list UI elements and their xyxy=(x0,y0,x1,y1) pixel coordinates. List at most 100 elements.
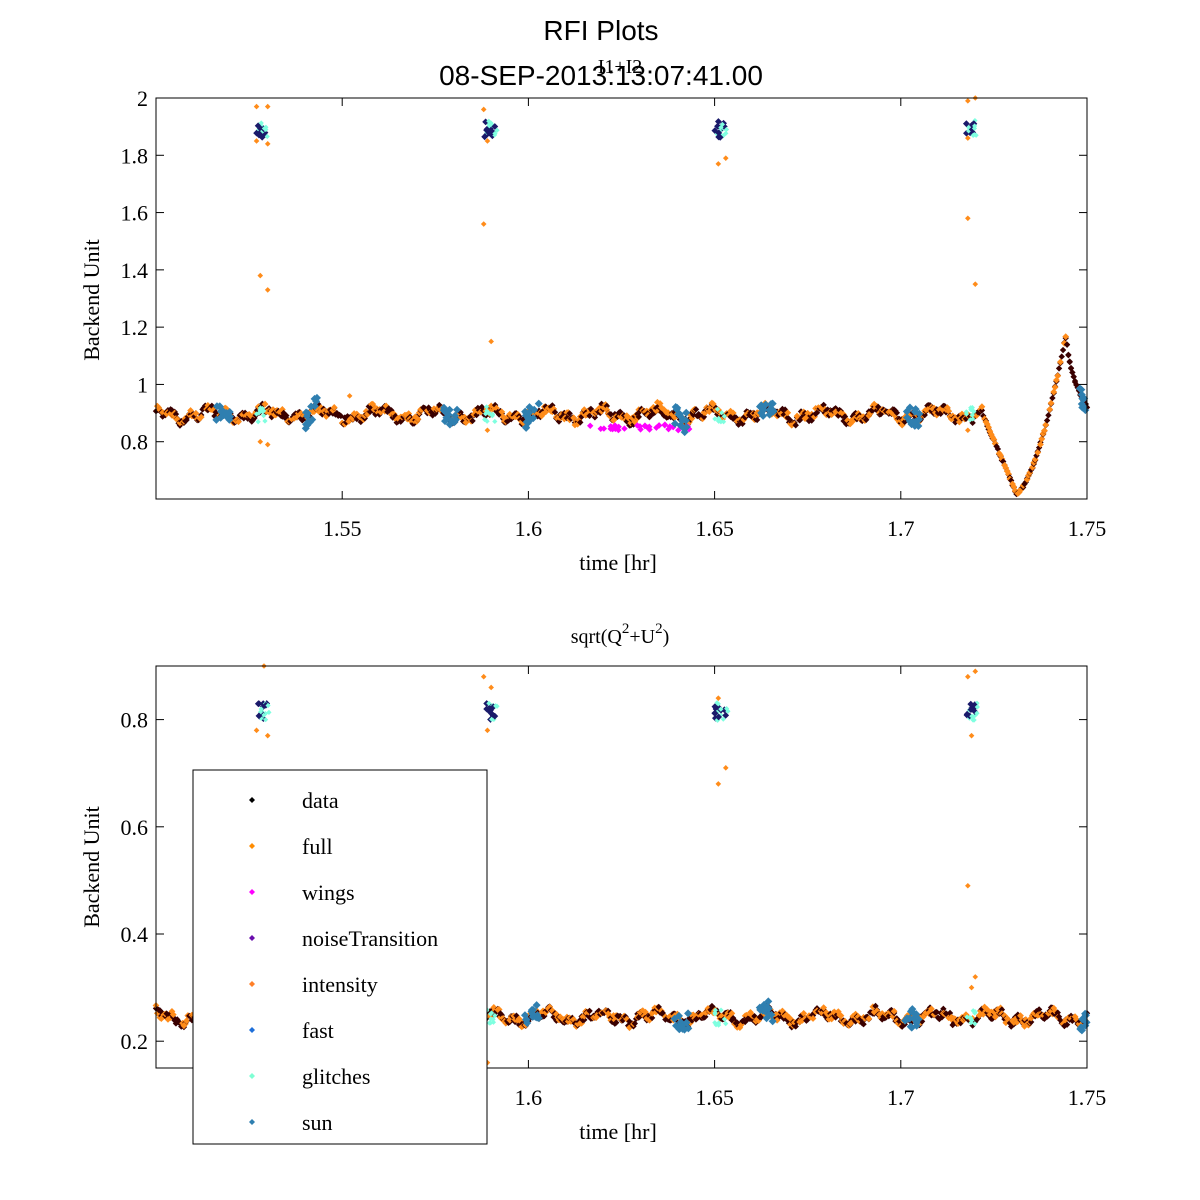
data-point xyxy=(559,412,567,420)
data-point xyxy=(550,1013,557,1021)
glitch-point xyxy=(972,117,978,124)
data-point xyxy=(974,1015,982,1022)
outlier-point xyxy=(965,882,971,889)
full-point xyxy=(837,1012,845,1020)
full-point xyxy=(626,1024,633,1032)
outlier-point xyxy=(715,695,722,701)
title-suffix: ) xyxy=(663,626,670,648)
figure-title: RFI Plots xyxy=(543,15,658,46)
data-point xyxy=(804,1016,811,1023)
sun-point xyxy=(684,1009,693,1018)
sun-point xyxy=(684,1024,693,1033)
y-tick-label: 1.8 xyxy=(121,143,149,168)
wings-point xyxy=(607,425,614,433)
noise-transition-point xyxy=(714,118,722,125)
sun-point xyxy=(525,403,534,412)
full-point xyxy=(169,1011,177,1018)
outlier-point xyxy=(968,732,975,739)
data-point xyxy=(1049,394,1056,402)
glitch-point xyxy=(494,703,500,709)
data-point xyxy=(857,1016,865,1023)
y-tick-label: 1.6 xyxy=(121,201,149,226)
outlier-point xyxy=(972,974,979,980)
full-point xyxy=(1010,483,1018,491)
sun-point xyxy=(678,416,687,425)
data-point xyxy=(526,1015,533,1022)
sun-point xyxy=(301,424,310,433)
data-point xyxy=(587,405,595,413)
data-point xyxy=(893,409,901,416)
outlier-point xyxy=(264,103,271,110)
outlier-point xyxy=(715,161,722,167)
data-point xyxy=(738,417,745,425)
legend-item: fast xyxy=(249,1018,334,1043)
full-point xyxy=(1022,1016,1030,1023)
outlier-point xyxy=(722,155,729,161)
glitch-point xyxy=(258,120,264,126)
sun-point xyxy=(216,413,225,422)
data-point xyxy=(1035,1006,1043,1013)
full-point xyxy=(727,407,734,415)
full-point xyxy=(1023,476,1031,483)
wings-point xyxy=(637,426,644,433)
sun-point xyxy=(1077,1023,1086,1032)
sun-point xyxy=(908,1005,917,1014)
glitch-point xyxy=(974,710,980,716)
full-point xyxy=(1031,456,1039,463)
data-point xyxy=(1069,1017,1076,1025)
full-point xyxy=(840,411,848,418)
full-point xyxy=(390,410,398,418)
full-point xyxy=(499,413,507,421)
data-point xyxy=(694,412,701,420)
glitch-point xyxy=(716,418,722,424)
glitch-point xyxy=(718,1007,724,1013)
glitch-point xyxy=(716,1022,722,1028)
x-tick-label: 1.65 xyxy=(695,516,734,541)
full-point xyxy=(820,1004,828,1012)
noise-transition-point xyxy=(722,712,730,719)
glitch-point xyxy=(971,125,978,132)
outlier-point xyxy=(484,427,491,434)
data-point xyxy=(631,1020,638,1027)
full-point xyxy=(235,418,242,426)
sun-point xyxy=(761,400,770,409)
glitch-point xyxy=(714,406,721,412)
noise-transition-point xyxy=(711,709,719,717)
sun-point xyxy=(521,1015,530,1024)
data-point xyxy=(1043,417,1051,424)
y-tick-label: 0.4 xyxy=(121,922,149,947)
sun-point xyxy=(222,409,231,418)
glitch-point xyxy=(967,417,973,423)
noise-transition-point xyxy=(255,712,263,720)
glitch-point xyxy=(712,1007,718,1013)
data-point xyxy=(852,1018,859,1025)
full-point xyxy=(611,415,619,423)
glitch-point xyxy=(490,1019,497,1025)
glitch-point xyxy=(486,123,492,129)
data-point xyxy=(659,1009,666,1017)
glitch-point xyxy=(264,133,270,140)
full-point xyxy=(939,407,947,414)
glitch-point xyxy=(258,706,264,712)
data-point xyxy=(171,1017,178,1024)
glitch-point xyxy=(969,412,975,418)
glitch-point xyxy=(971,409,977,415)
noise-transition-point xyxy=(491,123,499,130)
data-point xyxy=(753,416,761,424)
glitch-point xyxy=(486,700,492,706)
glitch-point xyxy=(262,710,269,717)
noise-transition-point xyxy=(715,713,723,721)
full-point xyxy=(204,402,212,409)
full-point xyxy=(1037,441,1044,448)
data-point xyxy=(1055,365,1063,372)
sun-point xyxy=(528,1009,537,1018)
sun-point xyxy=(907,1023,916,1032)
noise-transition-point xyxy=(714,122,721,130)
x-tick-label: 1.75 xyxy=(1068,516,1107,541)
full-point xyxy=(1057,358,1064,366)
outlier-point xyxy=(965,673,971,680)
full-point xyxy=(1027,1014,1035,1022)
data-point xyxy=(1022,478,1030,486)
full-point xyxy=(1034,449,1042,456)
data-point xyxy=(623,418,631,425)
